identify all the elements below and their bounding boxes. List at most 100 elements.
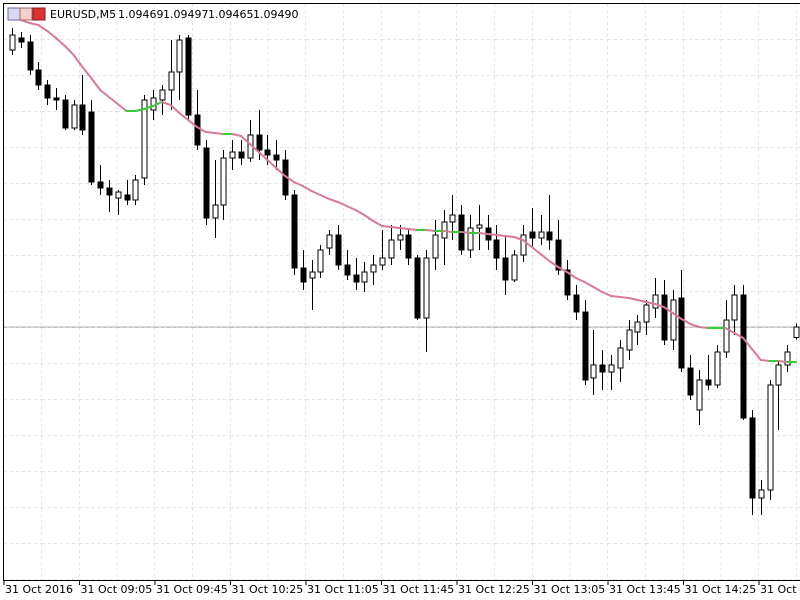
plot	[4, 17, 800, 515]
quote-value: 1.09497	[163, 8, 209, 21]
ma-segment	[601, 291, 613, 297]
ma-segment	[231, 133, 243, 137]
quote-value: 1.09490	[253, 8, 299, 21]
x-tick-label: 31 Oct 14:25	[685, 583, 757, 596]
ma-segment	[477, 232, 489, 235]
candle-body	[749, 417, 756, 499]
ma-segment	[724, 327, 736, 334]
ma-segment	[425, 229, 436, 232]
candle-body	[652, 294, 659, 309]
ma-segment	[442, 230, 454, 233]
ma-segment	[565, 271, 577, 279]
ma-segment	[345, 205, 357, 211]
candle-body	[388, 239, 395, 259]
candle-body	[9, 34, 16, 51]
ma-segment	[116, 103, 128, 112]
candle-body	[353, 274, 360, 283]
candle-body	[88, 111, 95, 183]
candle-body	[731, 294, 738, 321]
candle-body	[132, 179, 139, 201]
candle-body	[212, 204, 219, 219]
ma-segment	[733, 332, 745, 339]
ma-segment	[618, 296, 630, 299]
candle-body	[35, 69, 42, 86]
x-tick-label: 31 Oct 09:45	[156, 583, 228, 596]
candle-body	[18, 37, 25, 43]
candle-body	[617, 347, 624, 369]
ma-segment	[759, 359, 771, 362]
ma-segment	[521, 239, 533, 248]
candle-body	[643, 304, 650, 323]
x-tick-label: 31 Oct 12:25	[458, 583, 530, 596]
candle-body	[493, 239, 500, 259]
candle-body	[106, 187, 113, 196]
candle-body	[124, 194, 131, 201]
candle-body	[432, 234, 439, 259]
ma-segment	[90, 77, 102, 91]
candle-body	[573, 294, 580, 313]
candle-body	[62, 99, 69, 129]
ma-segment	[336, 201, 348, 207]
ma-segment	[46, 30, 58, 39]
ma-segment	[777, 360, 789, 363]
ma-segment	[380, 225, 392, 228]
candle-body	[608, 364, 615, 373]
ma-segment	[574, 277, 586, 283]
ma-segment	[460, 231, 472, 234]
ma-segment	[37, 24, 49, 32]
ma-segment	[513, 236, 524, 241]
grid	[4, 4, 800, 580]
ma-segment	[204, 131, 216, 134]
x-tick-label: 31 Oct 13:05	[534, 583, 606, 596]
candle-body	[238, 151, 245, 159]
icon	[19, 7, 33, 21]
symbol: EURUSD,M5	[50, 8, 116, 21]
candle-body	[555, 239, 562, 271]
x-tick-label: 31 Oct 1	[760, 583, 800, 596]
ma-segment	[389, 226, 401, 229]
candle-body	[723, 319, 730, 353]
candle-body	[546, 231, 553, 241]
ma-segment	[583, 281, 595, 288]
candle-body	[767, 384, 774, 491]
candle-body	[405, 234, 412, 259]
candle-body	[168, 71, 175, 91]
candle-body	[520, 234, 527, 256]
ma-segment	[213, 132, 225, 135]
ma-segment	[99, 89, 110, 98]
ma-segment	[354, 209, 366, 216]
ma-segment	[187, 119, 198, 128]
ma-segment	[72, 54, 84, 68]
candle-body	[159, 89, 166, 101]
ma-segment	[248, 143, 260, 153]
candle-body	[740, 294, 747, 419]
ma-segment	[750, 348, 762, 361]
ma-segment	[610, 295, 621, 298]
candle-body	[361, 271, 368, 283]
candle-body	[141, 99, 148, 179]
ma-segment	[627, 297, 639, 301]
ma-segment	[680, 318, 692, 325]
ma-segment	[81, 66, 93, 79]
ma-segment	[486, 233, 498, 236]
ma-segment	[143, 105, 154, 110]
ma-segment	[592, 286, 604, 293]
ma-segment	[240, 135, 251, 145]
candle-body	[397, 234, 404, 241]
candle-body	[44, 84, 51, 99]
candle-body	[661, 294, 668, 341]
candle-body	[71, 104, 78, 129]
ma-segment	[689, 323, 701, 328]
candle-body	[220, 157, 227, 206]
candle-body	[264, 149, 271, 156]
ma-segment	[328, 198, 339, 203]
ma-segment	[319, 194, 331, 200]
icon	[7, 7, 21, 21]
ma-segment	[539, 253, 551, 262]
candle-body	[79, 104, 86, 131]
candle-body	[256, 134, 263, 151]
candle-body	[273, 154, 280, 161]
candle-body	[300, 267, 307, 283]
ma-segment	[160, 101, 172, 106]
ma-segment	[63, 45, 75, 56]
